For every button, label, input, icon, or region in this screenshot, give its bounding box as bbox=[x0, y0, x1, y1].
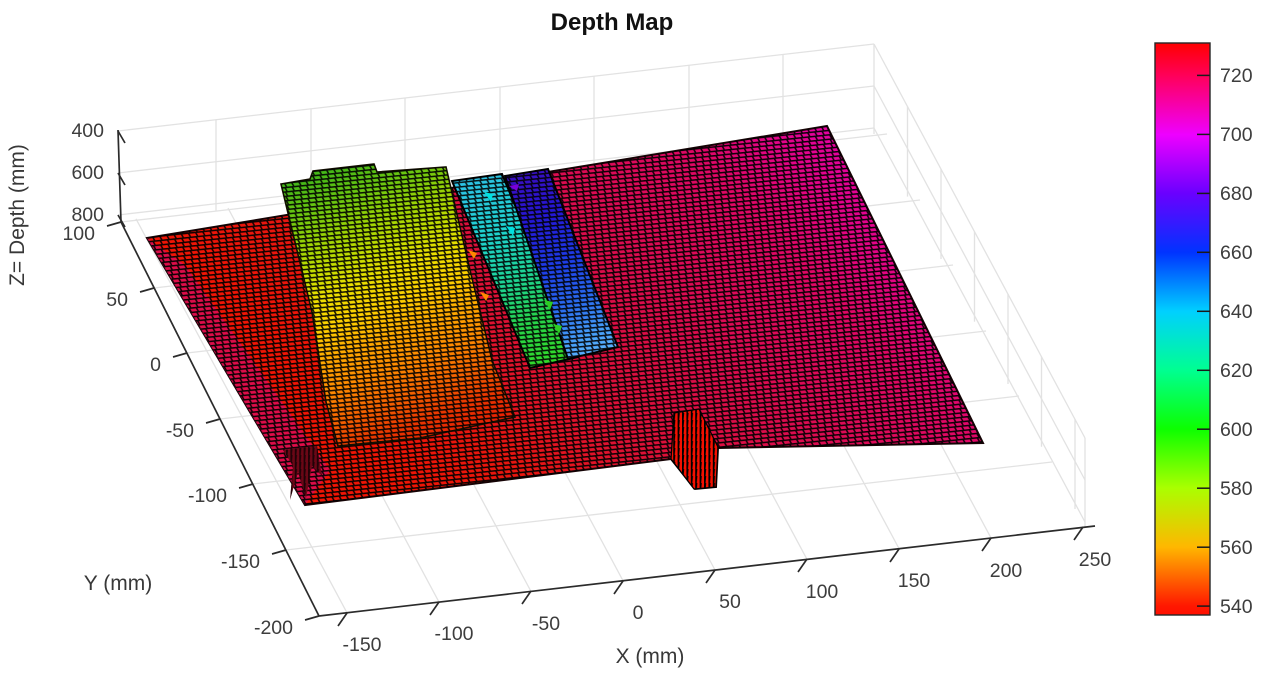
y-tick-label: -50 bbox=[166, 420, 194, 442]
surface-plot bbox=[145, 124, 985, 507]
orange-accent bbox=[480, 292, 489, 301]
colorbar-tick-label: 660 bbox=[1220, 242, 1253, 264]
x-tick-label: -150 bbox=[342, 634, 381, 656]
x-tick-label: 0 bbox=[633, 602, 644, 624]
z-tick-label: 800 bbox=[71, 204, 104, 226]
z-axis-label: Z= Depth (mm) bbox=[6, 144, 29, 286]
colorbar-tick-label: 580 bbox=[1220, 478, 1253, 500]
colorbar-tick-label: 680 bbox=[1220, 183, 1253, 205]
surface-left-edge-spikes bbox=[283, 446, 322, 500]
y-tick-label: -100 bbox=[188, 485, 227, 507]
surface-front-step-notch bbox=[670, 408, 719, 490]
colorbar-tick-labels: 720 700 680 660 640 620 600 580 560 540 bbox=[1220, 65, 1253, 618]
colorbar-ticks bbox=[1197, 74, 1210, 607]
y-tick-label: 0 bbox=[150, 354, 161, 376]
colorbar-tick-label: 640 bbox=[1220, 301, 1253, 323]
z-tick-labels: 400 600 800 bbox=[71, 120, 104, 226]
x-tick-label: 200 bbox=[990, 560, 1023, 582]
colorbar-tick-label: 540 bbox=[1220, 596, 1253, 618]
surface-box-blue bbox=[484, 167, 620, 361]
x-tick-labels: -150 -100 -50 0 50 100 150 200 250 bbox=[342, 549, 1111, 656]
axes-lines bbox=[106, 129, 1096, 627]
colorbar-gradient bbox=[1154, 42, 1211, 616]
colorbar-tick-label: 700 bbox=[1220, 124, 1253, 146]
surface-box-cyan-green bbox=[450, 172, 580, 370]
colorbar: 720 700 680 660 640 620 600 580 560 540 bbox=[1154, 42, 1253, 618]
x-axis-line bbox=[318, 525, 1096, 617]
y-tick-label: -200 bbox=[254, 617, 293, 639]
chart-title: Depth Map bbox=[551, 9, 674, 36]
x-tick-label: 50 bbox=[719, 591, 741, 613]
colorbar-tick-label: 720 bbox=[1220, 65, 1253, 87]
z-tick-label: 600 bbox=[71, 162, 104, 184]
cyan-accent bbox=[506, 226, 515, 236]
x-tick-label: 100 bbox=[806, 581, 839, 603]
colorbar-tick-label: 600 bbox=[1220, 419, 1253, 441]
y-tick-label: -150 bbox=[221, 551, 260, 573]
colorbar-tick-label: 560 bbox=[1220, 537, 1253, 559]
x-tick-label: 250 bbox=[1079, 549, 1112, 571]
y-axis-label: Y (mm) bbox=[84, 572, 152, 595]
y-tick-label: 50 bbox=[106, 289, 128, 311]
purple-accent bbox=[509, 184, 519, 191]
x-tick-label: -50 bbox=[532, 613, 560, 635]
z-tick-label: 400 bbox=[71, 120, 104, 142]
x-tick-label: 150 bbox=[898, 570, 931, 592]
surface-ramp-slab bbox=[280, 163, 517, 447]
green-accent bbox=[544, 300, 553, 310]
colorbar-tick-label: 620 bbox=[1220, 360, 1253, 382]
x-axis-label: X (mm) bbox=[616, 645, 685, 668]
x-tick-label: -100 bbox=[434, 623, 473, 645]
green-accent bbox=[553, 324, 562, 334]
orange-accent bbox=[468, 250, 477, 259]
cyan-accent bbox=[484, 192, 493, 202]
y-tick-label: 100 bbox=[62, 223, 95, 245]
y-tick-labels: 100 50 0 -50 -100 -150 -200 bbox=[62, 223, 293, 639]
